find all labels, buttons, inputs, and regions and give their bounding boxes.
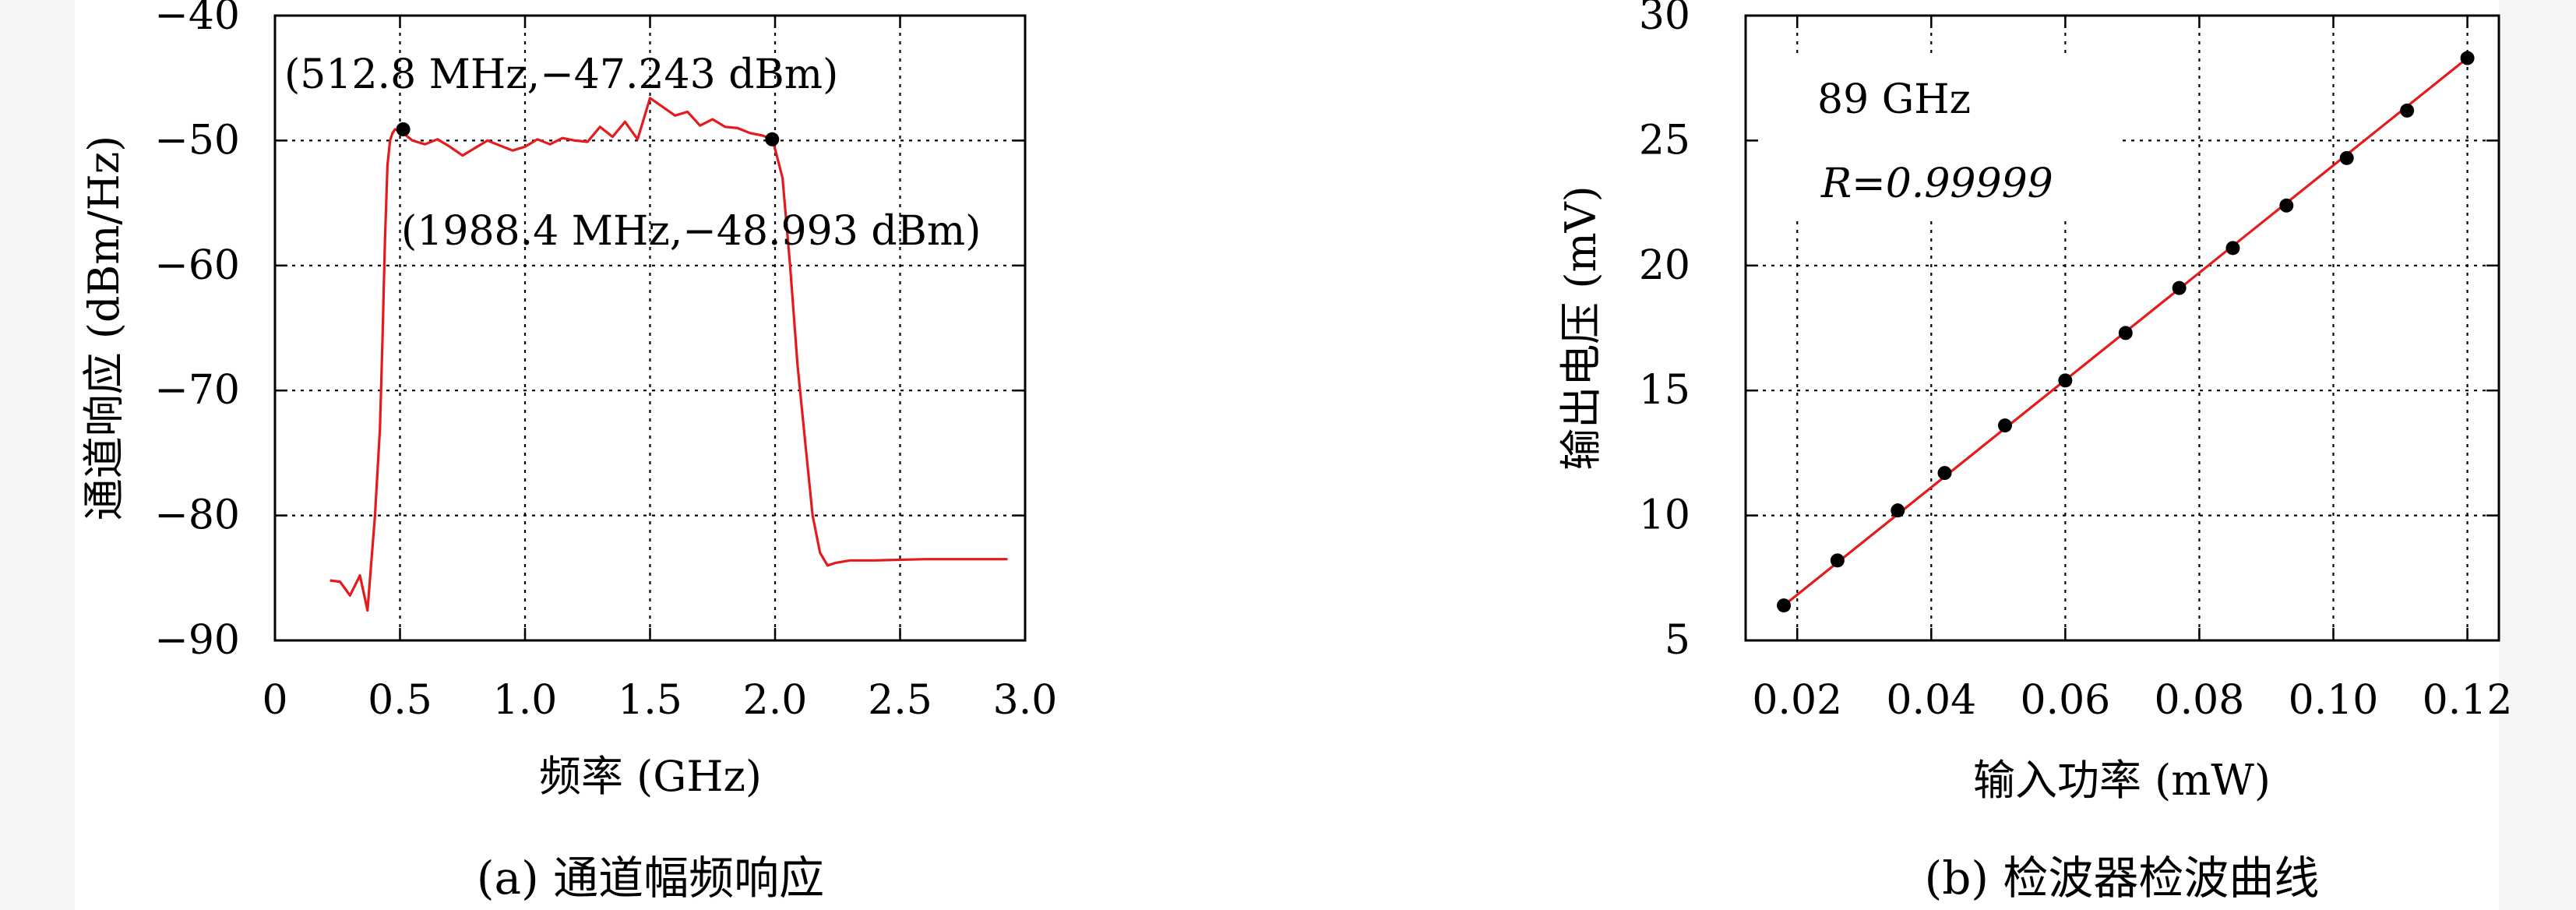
panel-b-y-axis-title: 输出电压 (mV) — [1556, 185, 1605, 471]
y-tick-label: 5 — [1665, 617, 1690, 664]
y-tick-label: −80 — [154, 492, 240, 539]
panel-a-caption: (a) 通道幅频响应 — [477, 852, 824, 905]
x-tick-label: 0.10 — [2289, 677, 2379, 724]
data-point — [2118, 326, 2133, 340]
y-tick-label: 25 — [1639, 117, 1690, 164]
data-point — [2339, 150, 2354, 165]
panel-a-grid — [275, 16, 1025, 640]
y-tick-label: 30 — [1639, 0, 1690, 39]
y-tick-label: −40 — [154, 0, 240, 39]
right-margin-band — [2499, 0, 2576, 910]
panel-a-frequency-response: 0 0.5 1.0 1.5 2.0 2.5 3.0 −40 −50 −60 −7… — [79, 0, 1057, 905]
marker-point — [765, 132, 780, 146]
y-tick-label: 10 — [1639, 492, 1690, 539]
panel-a-response-line — [329, 97, 1008, 612]
x-tick-label: 0.12 — [2423, 677, 2513, 724]
x-tick-label: 0.5 — [368, 677, 432, 724]
panel-b-frequency-annotation: 89 GHz — [1817, 76, 1971, 123]
data-point — [2172, 280, 2187, 295]
panel-b-plot-frame — [1744, 14, 2500, 642]
data-point — [2460, 51, 2475, 65]
data-point — [1777, 598, 1792, 613]
x-tick-label: 0.08 — [2155, 677, 2245, 724]
panel-b-data-points — [1777, 51, 2475, 613]
x-tick-label: 0.02 — [1752, 677, 1842, 724]
x-tick-label: 1.5 — [618, 677, 682, 724]
data-point — [1830, 553, 1845, 568]
panel-a-plot-frame — [273, 14, 1027, 642]
panel-a-y-tick-labels: −40 −50 −60 −70 −80 −90 — [154, 0, 240, 664]
left-margin-band — [0, 0, 75, 910]
data-point — [2058, 373, 2073, 388]
x-tick-label: 1.0 — [493, 677, 558, 724]
y-tick-label: −90 — [154, 617, 240, 664]
data-point — [2225, 241, 2240, 256]
panel-a-x-tick-labels: 0 0.5 1.0 1.5 2.0 2.5 3.0 — [262, 677, 1057, 724]
x-tick-label: 3.0 — [993, 677, 1058, 724]
panel-b-x-tick-labels: 0.02 0.04 0.06 0.08 0.10 0.12 — [1752, 677, 2512, 724]
x-tick-label: 0.04 — [1886, 677, 1976, 724]
x-tick-label: 2.0 — [743, 677, 808, 724]
panel-b-x-axis-title: 输入功率 (mW) — [1973, 756, 2271, 805]
panel-b-detector-curve: 0.02 0.04 0.06 0.08 0.10 0.12 30 25 20 1… — [1556, 0, 2512, 905]
y-tick-label: 20 — [1639, 242, 1690, 289]
data-point — [1997, 418, 2012, 433]
panel-a-x-axis-title: 频率 (GHz) — [539, 752, 762, 801]
panel-b-annotation-box — [1759, 55, 2117, 218]
panel-b-correlation-annotation: R=0.99999 — [1820, 160, 2053, 207]
panel-a-y-axis-title: 通道响应 (dBm/Hz) — [79, 136, 129, 521]
panel-b-caption: (b) 检波器检波曲线 — [1925, 852, 2320, 905]
marker-point — [396, 122, 411, 136]
y-tick-label: −60 — [154, 242, 240, 289]
data-point — [2279, 198, 2294, 213]
panel-a-tick-marks — [273, 14, 1027, 642]
panel-b-tick-marks — [1746, 14, 2499, 642]
data-point — [2400, 103, 2415, 118]
marker-label-high: (1988.4 MHz,−48.993 dBm) — [401, 208, 981, 255]
y-tick-label: −50 — [154, 117, 240, 164]
panel-b-y-tick-labels: 30 25 20 15 10 5 — [1639, 0, 1690, 664]
y-tick-label: 15 — [1639, 367, 1690, 414]
panel-a-markers — [396, 122, 780, 146]
data-point — [1891, 503, 1905, 518]
y-tick-label: −70 — [154, 367, 240, 414]
x-tick-label: 0.06 — [2020, 677, 2110, 724]
marker-label-low: (512.8 MHz,−47.243 dBm) — [284, 51, 838, 98]
x-tick-label: 0 — [262, 677, 287, 724]
data-point — [1937, 466, 1952, 481]
x-tick-label: 2.5 — [868, 677, 932, 724]
